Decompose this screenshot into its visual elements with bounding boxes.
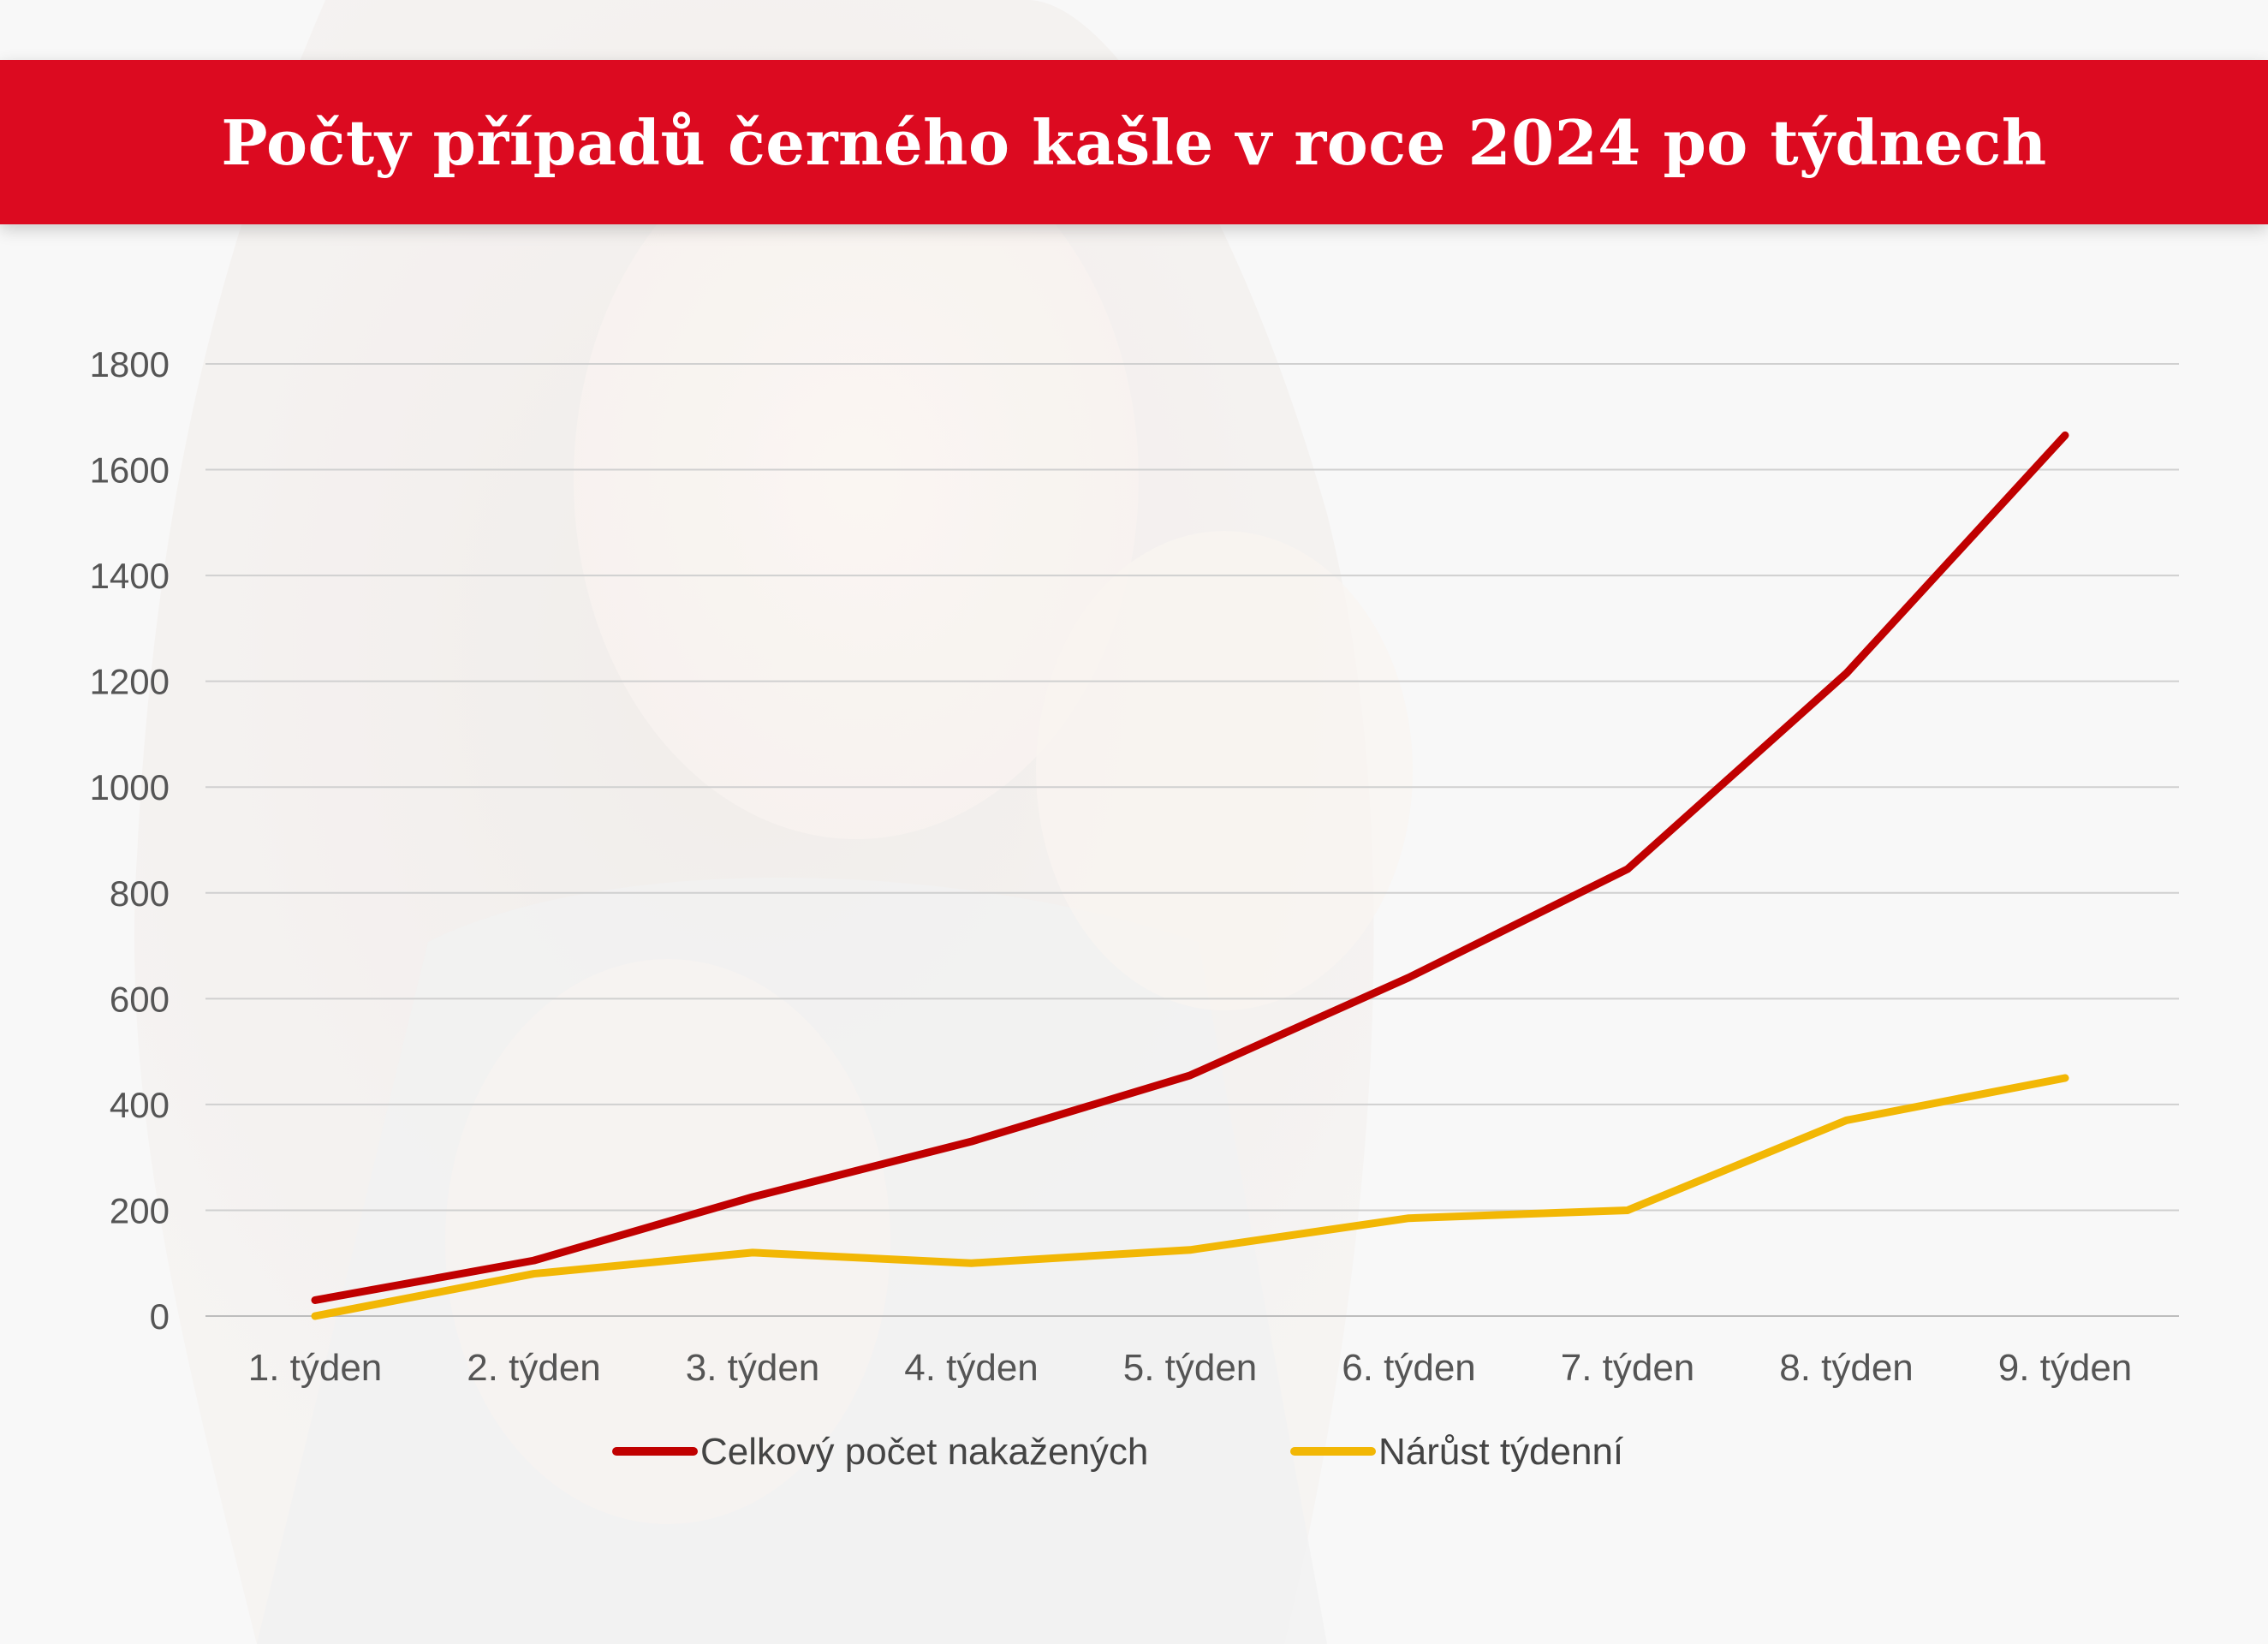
grid-lines xyxy=(205,363,2179,1317)
y-tick-label: 200 xyxy=(110,1190,170,1230)
y-tick-label: 0 xyxy=(150,1296,170,1337)
chart-title: Počty případů černého kašle v roce 2024 … xyxy=(221,105,2047,179)
y-tick-label: 800 xyxy=(110,873,170,914)
x-tick-label: 4. týden xyxy=(904,1347,1039,1389)
legend-label-celkovy: Celkový počet nakažených xyxy=(700,1431,1148,1473)
legend: Celkový počet nakažených Nárůst týdenní xyxy=(612,1431,1624,1473)
y-tick-label: 1000 xyxy=(90,767,170,807)
series-line-0 xyxy=(311,431,2069,1304)
y-tick-label: 1200 xyxy=(90,662,170,702)
x-tick-label: 3. týden xyxy=(686,1347,820,1389)
y-tick-label: 400 xyxy=(110,1085,170,1125)
x-tick-label: 5. týden xyxy=(1123,1347,1258,1389)
y-axis-ticks: 0 200 400 600 800 1000 1200 1400 1600 1800 xyxy=(90,344,170,1337)
series-line-1 xyxy=(311,1074,2069,1320)
y-tick-label: 1800 xyxy=(90,344,170,384)
series-lines xyxy=(311,431,2069,1320)
x-tick-label: 9. týden xyxy=(1998,1347,2133,1389)
y-tick-label: 1400 xyxy=(90,556,170,596)
x-tick-label: 1. týden xyxy=(248,1347,383,1389)
x-axis-ticks: 1. týden 2. týden 3. týden 4. týden 5. týden… xyxy=(248,1347,2133,1389)
y-tick-label: 1600 xyxy=(90,450,170,491)
title-banner: Počty případů černého kašle v roce 2024 … xyxy=(0,60,2268,224)
y-tick-label: 600 xyxy=(110,979,170,1019)
x-tick-label: 7. týden xyxy=(1561,1347,1695,1389)
x-tick-label: 8. týden xyxy=(1779,1347,1914,1389)
x-tick-label: 2. týden xyxy=(467,1347,601,1389)
x-tick-label: 6. týden xyxy=(1342,1347,1476,1389)
legend-label-narust: Nárůst týdenní xyxy=(1378,1431,1624,1473)
